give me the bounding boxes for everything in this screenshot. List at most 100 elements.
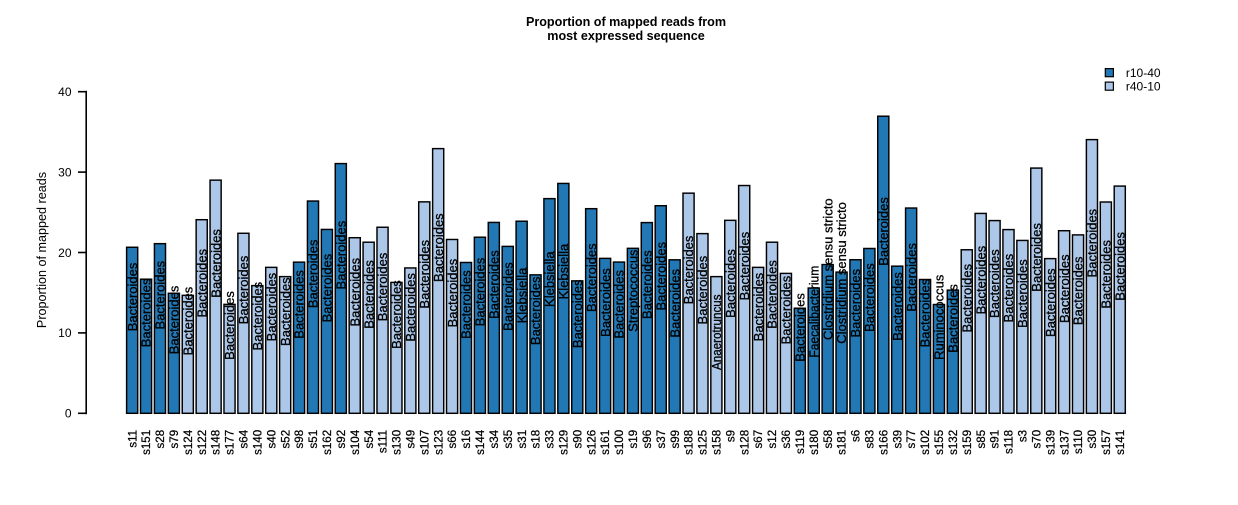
svg-text:Bacteroides: Bacteroides	[292, 270, 307, 339]
svg-text:s33: s33	[545, 430, 557, 449]
svg-text:Bacteroides: Bacteroides	[1057, 254, 1072, 323]
svg-text:Bacteroides: Bacteroides	[848, 268, 863, 337]
svg-text:40: 40	[58, 85, 72, 99]
svg-text:Bacteroides: Bacteroides	[723, 249, 738, 318]
svg-text:Klebsiella: Klebsiella	[542, 251, 557, 307]
svg-text:s126: s126	[586, 430, 598, 455]
svg-text:20: 20	[58, 246, 72, 260]
svg-text:Bacteroides: Bacteroides	[306, 239, 321, 308]
svg-text:most expressed sequence: most expressed sequence	[547, 29, 705, 43]
svg-text:Bacteroides: Bacteroides	[570, 279, 585, 348]
svg-text:Bacteroides: Bacteroides	[584, 243, 599, 312]
svg-text:Bacteroides: Bacteroides	[918, 278, 933, 347]
svg-text:s162: s162	[322, 430, 334, 455]
svg-text:Bacteroides: Bacteroides	[667, 268, 682, 337]
svg-text:s166: s166	[878, 430, 890, 455]
svg-text:s98: s98	[294, 430, 306, 449]
svg-text:Bacteroides: Bacteroides	[779, 275, 794, 344]
svg-text:Bacteroides: Bacteroides	[361, 260, 376, 329]
svg-text:s12: s12	[767, 430, 779, 449]
svg-text:s11: s11	[127, 430, 139, 448]
svg-text:s188: s188	[684, 430, 696, 455]
svg-text:s125: s125	[698, 430, 710, 455]
svg-text:Bacteroides: Bacteroides	[250, 281, 265, 350]
svg-text:s3: s3	[1018, 430, 1030, 442]
svg-text:Bacteroides: Bacteroides	[125, 262, 140, 331]
svg-text:10: 10	[58, 326, 72, 340]
svg-text:Bacteroides: Bacteroides	[194, 248, 209, 317]
svg-text:Bacteroides: Bacteroides	[946, 284, 961, 353]
svg-text:s180: s180	[809, 430, 821, 455]
svg-text:Bacteroides: Bacteroides	[653, 241, 668, 310]
svg-text:s18: s18	[531, 430, 543, 449]
svg-text:s104: s104	[350, 429, 362, 455]
svg-text:Bacteroides: Bacteroides	[890, 272, 905, 341]
svg-text:s91: s91	[990, 430, 1002, 449]
svg-text:s34: s34	[489, 429, 501, 448]
svg-text:Bacteroides: Bacteroides	[417, 239, 432, 308]
svg-text:s148: s148	[211, 430, 223, 455]
svg-text:s130: s130	[392, 430, 404, 455]
svg-text:s37: s37	[656, 430, 668, 449]
svg-text:r10-40: r10-40	[1126, 66, 1161, 80]
svg-text:s54: s54	[364, 429, 376, 448]
svg-text:s100: s100	[614, 430, 626, 455]
svg-text:Bacteroides: Bacteroides	[1071, 256, 1086, 325]
svg-text:Bacteroides: Bacteroides	[445, 258, 460, 327]
svg-text:Bacteroides: Bacteroides	[222, 291, 237, 360]
svg-text:Bacteroides: Bacteroides	[793, 293, 808, 362]
svg-text:s16: s16	[461, 430, 473, 449]
svg-text:s79: s79	[169, 430, 181, 449]
svg-text:Bacteroides: Bacteroides	[612, 270, 627, 339]
svg-text:s157: s157	[1101, 430, 1113, 455]
svg-text:s141: s141	[1115, 430, 1127, 455]
svg-text:Proportion of mapped reads fro: Proportion of mapped reads from	[526, 15, 726, 29]
svg-text:s35: s35	[503, 430, 515, 449]
svg-text:Bacteroides: Bacteroides	[987, 249, 1002, 318]
svg-text:Bacteroides: Bacteroides	[1001, 253, 1016, 322]
svg-text:s85: s85	[976, 430, 988, 449]
svg-text:s9: s9	[725, 430, 737, 442]
svg-text:s177: s177	[225, 430, 237, 455]
svg-text:Bacteroides: Bacteroides	[765, 260, 780, 329]
svg-text:Bacteroides: Bacteroides	[320, 253, 335, 322]
svg-text:Bacteroides: Bacteroides	[1112, 232, 1127, 301]
svg-text:s70: s70	[1031, 430, 1043, 449]
svg-text:s40: s40	[266, 430, 278, 449]
svg-text:Bacteroides: Bacteroides	[264, 272, 279, 341]
svg-text:Bacteroides: Bacteroides	[403, 272, 418, 341]
svg-text:Bacteroides: Bacteroides	[375, 252, 390, 321]
svg-text:Streptococcus: Streptococcus	[626, 249, 641, 332]
svg-text:Bacteroides: Bacteroides	[876, 197, 891, 266]
svg-text:s6: s6	[851, 430, 863, 442]
svg-text:s110: s110	[1073, 430, 1085, 454]
svg-text:Klebsiella: Klebsiella	[514, 267, 529, 323]
svg-text:s158: s158	[712, 430, 724, 455]
svg-text:s49: s49	[405, 430, 417, 449]
svg-text:Bacteroides: Bacteroides	[1043, 268, 1058, 337]
svg-text:Bacteroides: Bacteroides	[431, 213, 446, 282]
svg-text:s155: s155	[934, 430, 946, 455]
svg-text:Bacteroides: Bacteroides	[1015, 259, 1030, 328]
svg-text:s128: s128	[739, 430, 751, 455]
svg-text:s51: s51	[308, 430, 320, 449]
svg-text:s36: s36	[781, 430, 793, 449]
svg-text:Bacteroides: Bacteroides	[278, 277, 293, 346]
svg-text:Bacteroides: Bacteroides	[751, 272, 766, 341]
svg-text:Bacteroides: Bacteroides	[389, 280, 404, 349]
svg-text:s90: s90	[572, 430, 584, 449]
svg-text:Bacteroides: Bacteroides	[139, 278, 154, 347]
svg-text:Bacteroides: Bacteroides	[167, 285, 182, 354]
svg-text:s52: s52	[280, 430, 292, 449]
svg-text:s159: s159	[962, 430, 974, 455]
svg-text:Clostridium sensu stricto: Clostridium sensu stricto	[820, 198, 835, 340]
svg-text:s118: s118	[1004, 430, 1016, 454]
svg-text:Bacteroides: Bacteroides	[737, 231, 752, 300]
svg-text:Bacteroides: Bacteroides	[973, 245, 988, 314]
svg-text:Bacteroides: Bacteroides	[862, 263, 877, 332]
svg-text:Bacteroides: Bacteroides	[640, 250, 655, 319]
svg-text:s151: s151	[141, 430, 153, 455]
svg-text:s161: s161	[600, 430, 612, 455]
svg-text:s140: s140	[252, 430, 264, 455]
svg-text:Clostridium sensu stricto: Clostridium sensu stricto	[834, 202, 849, 344]
